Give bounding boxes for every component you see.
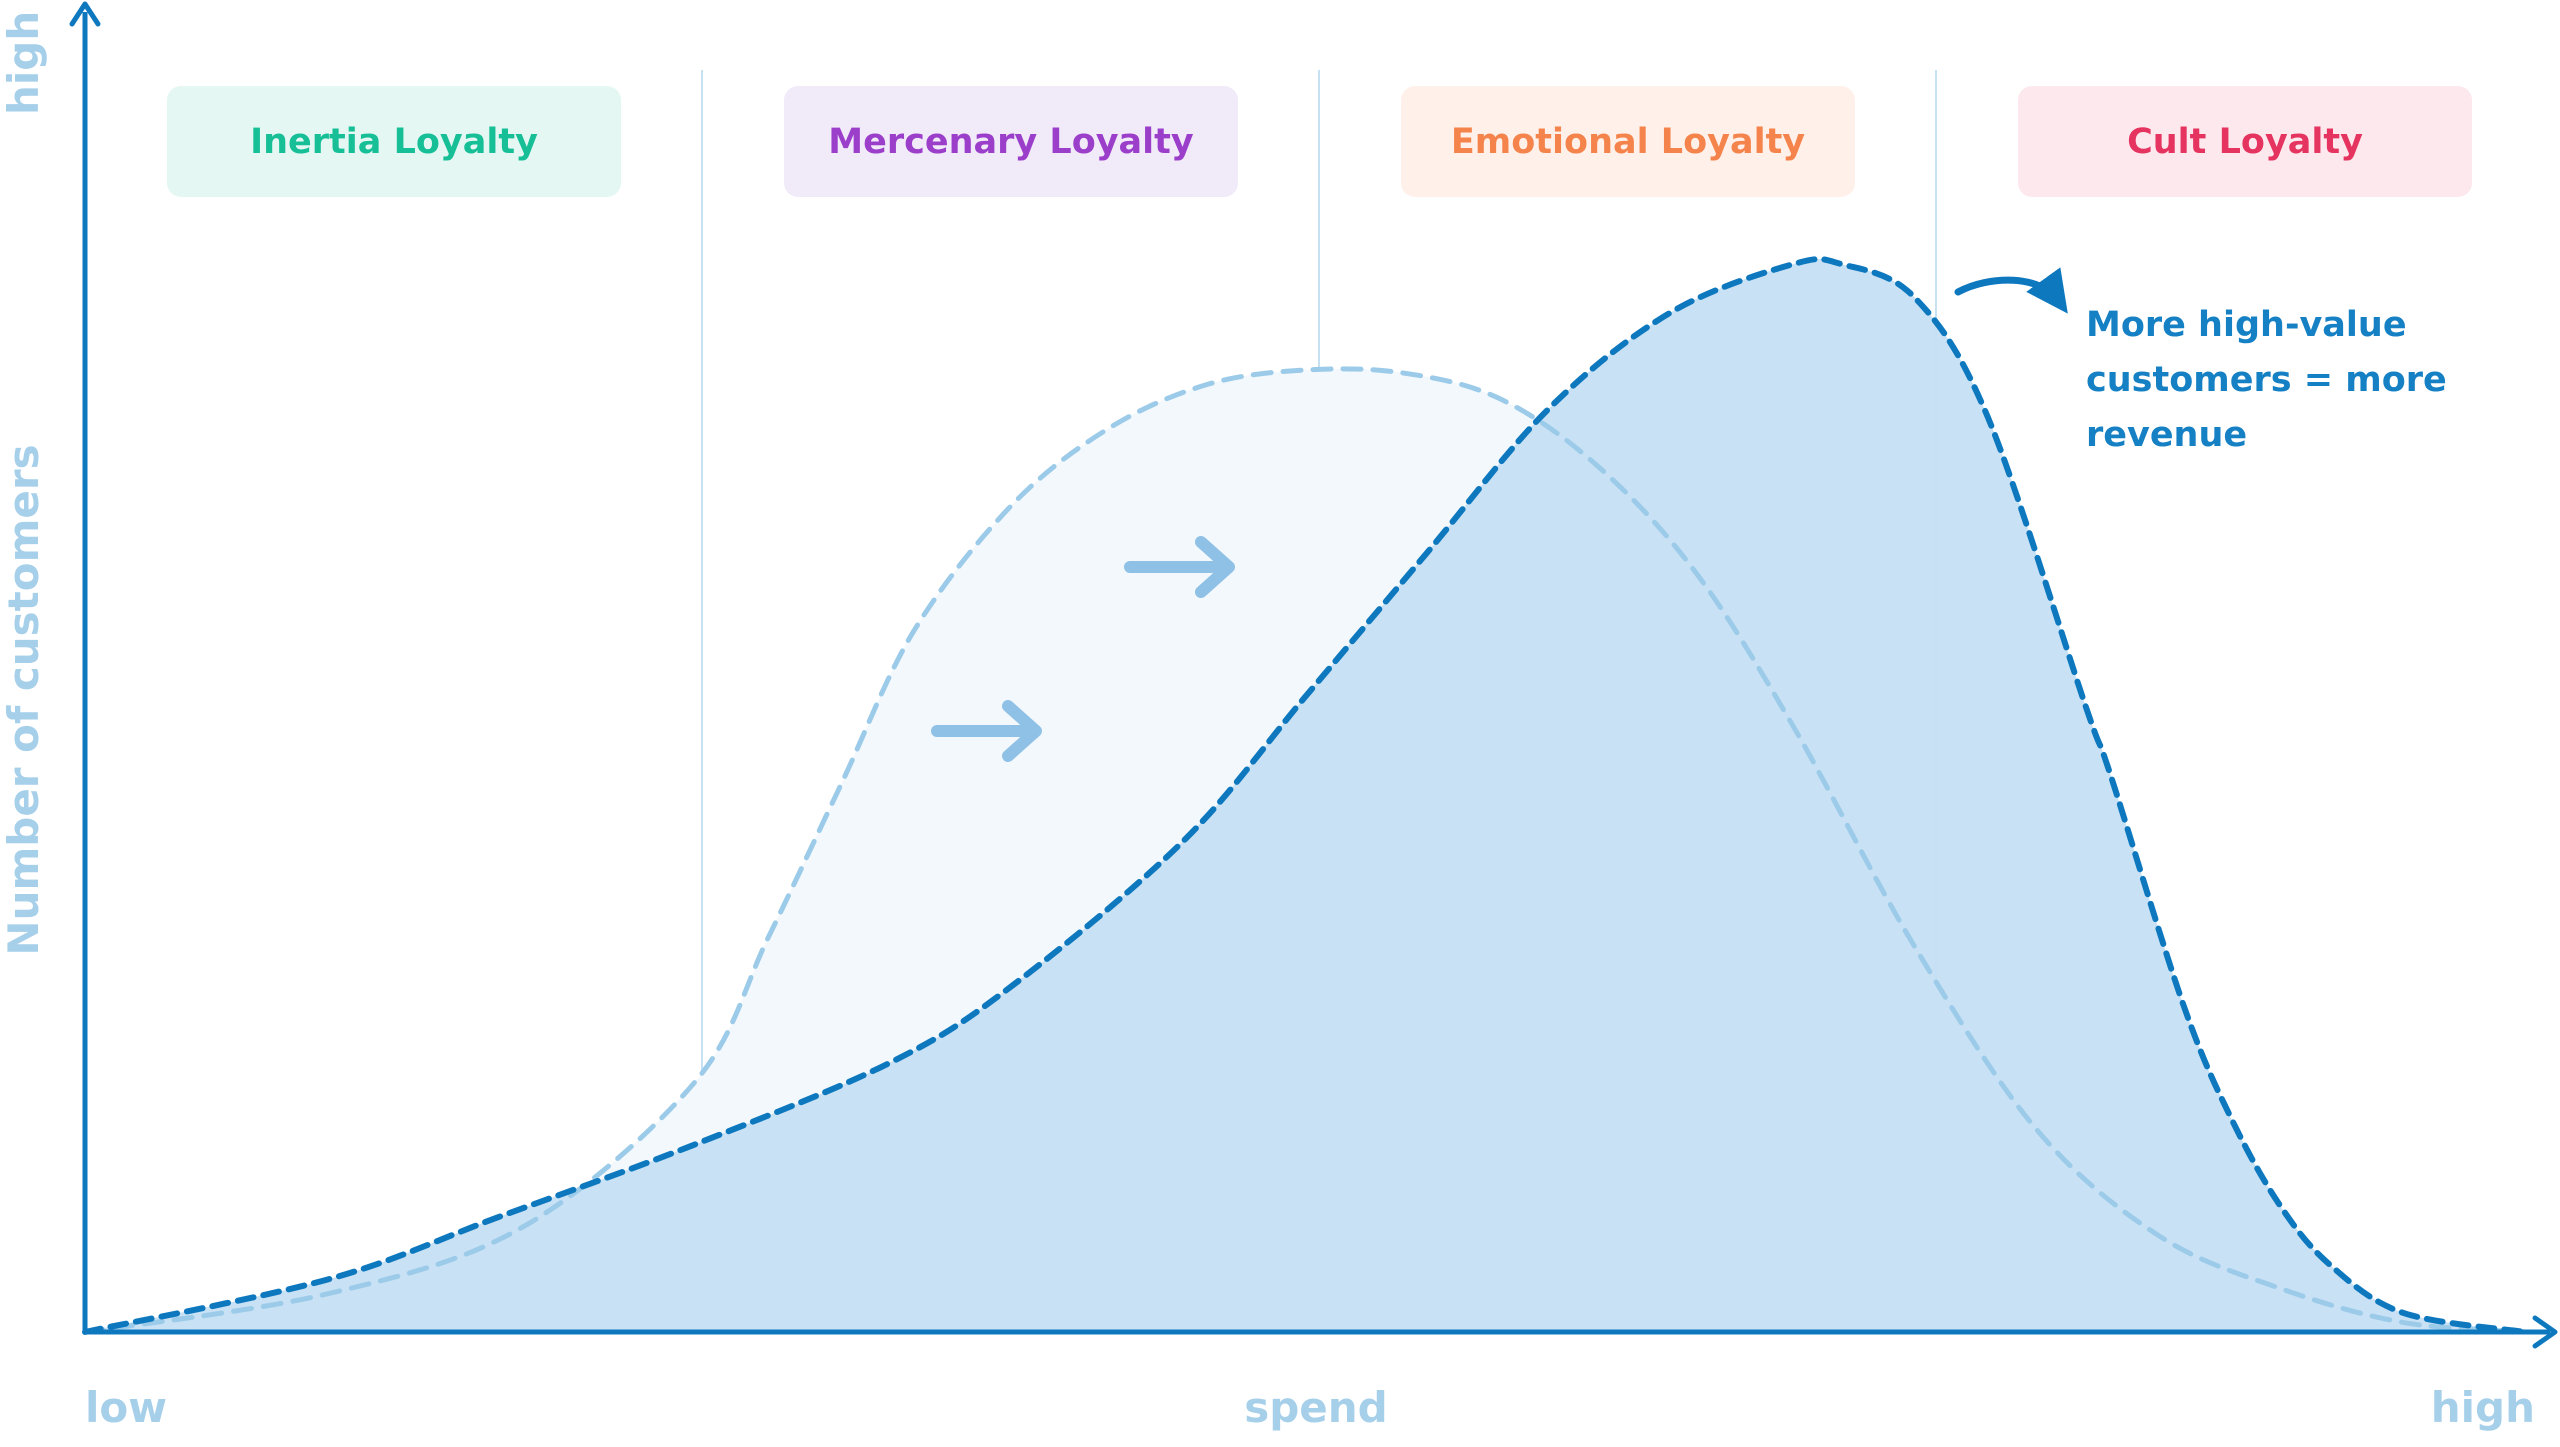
segment-box-emotional [1401, 86, 1855, 197]
segment-label-emotional: Emotional Loyalty [1451, 122, 1805, 162]
x-axis-title: spend [1244, 1383, 1388, 1432]
segment-box-mercenary [784, 86, 1238, 197]
segment-box-cult [2018, 86, 2472, 197]
annotation-text: More high-value customers = more revenue [2086, 305, 2459, 455]
annotation-arrow-icon [1954, 267, 2068, 314]
annotation-line: More high-value [2086, 305, 2407, 345]
segment-label-inertia: Inertia Loyalty [250, 122, 538, 162]
shift-arrow-icon [931, 700, 1042, 762]
x-axis [83, 1315, 2558, 1349]
segment-labels: Inertia Loyalty Mercenary Loyalty Emotio… [167, 86, 2472, 197]
shift-arrow-icon [1124, 536, 1235, 598]
annotation-line: customers = more [2086, 360, 2447, 400]
segment-label-cult: Cult Loyalty [2127, 122, 2363, 162]
annotation-line: revenue [2086, 415, 2247, 455]
after-distribution-line [82, 256, 2528, 1335]
segment-label-mercenary: Mercenary Loyalty [828, 122, 1194, 162]
segment-box-inertia [167, 86, 621, 197]
y-axis-title: Number of customers [0, 444, 48, 955]
y-axis [69, 1, 101, 1332]
y-axis-high-label: high [0, 11, 48, 115]
x-axis-high-label: high [2431, 1383, 2535, 1432]
after-distribution-area [85, 259, 2525, 1332]
before-distribution-line [82, 366, 2528, 1335]
x-axis-low-label: low [85, 1383, 167, 1432]
